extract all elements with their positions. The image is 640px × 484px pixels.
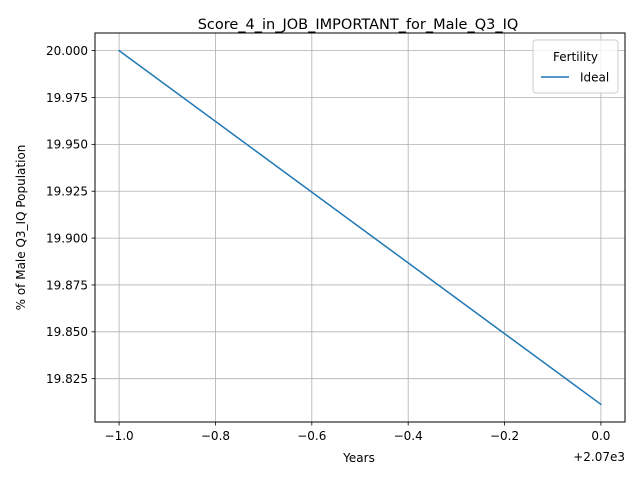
x-axis-offset-label: +2.07e3 [573, 450, 625, 464]
series-layer [118, 49, 602, 406]
legend-entries: Ideal [541, 70, 609, 84]
y-tick-label: 19.975 [46, 91, 88, 105]
y-tick-label: 19.825 [46, 372, 88, 386]
x-tick-label: −0.4 [394, 429, 423, 443]
y-tick-label: 19.900 [46, 231, 88, 245]
y-tick-label: 19.950 [46, 138, 88, 152]
series-line-ideal [118, 49, 602, 406]
y-tick-label: 20.000 [46, 44, 88, 58]
chart-title: Score_4_in_JOB_IMPORTANT_for_Male_Q3_IQ [198, 17, 519, 33]
y-tick-label: 19.875 [46, 278, 88, 292]
x-tick-label: −0.2 [490, 429, 519, 443]
y-tick-label: 19.925 [46, 185, 88, 199]
legend-title: Fertility [553, 50, 598, 64]
y-axis-label: % of Male Q3_IQ Population [14, 145, 28, 311]
grid-lines [95, 33, 625, 422]
x-tick-label: 0.0 [591, 429, 610, 443]
x-tick-label: −1.0 [105, 429, 134, 443]
y-axis: 19.825 19.850 19.875 19.900 19.925 19.950 19.9… [46, 44, 95, 386]
legend-box [532, 39, 619, 94]
x-tick-label: −0.8 [201, 429, 230, 443]
legend: Fertility Ideal [532, 39, 619, 94]
x-axis-label: Years [342, 451, 375, 465]
x-tick-label: −0.6 [297, 429, 326, 443]
y-tick-label: 19.850 [46, 325, 88, 339]
legend-label: Ideal [580, 70, 609, 84]
x-axis: −1.0 −0.8 −0.6 −0.4 −0.2 0.0 [105, 422, 610, 443]
plot-frame [94, 32, 626, 423]
